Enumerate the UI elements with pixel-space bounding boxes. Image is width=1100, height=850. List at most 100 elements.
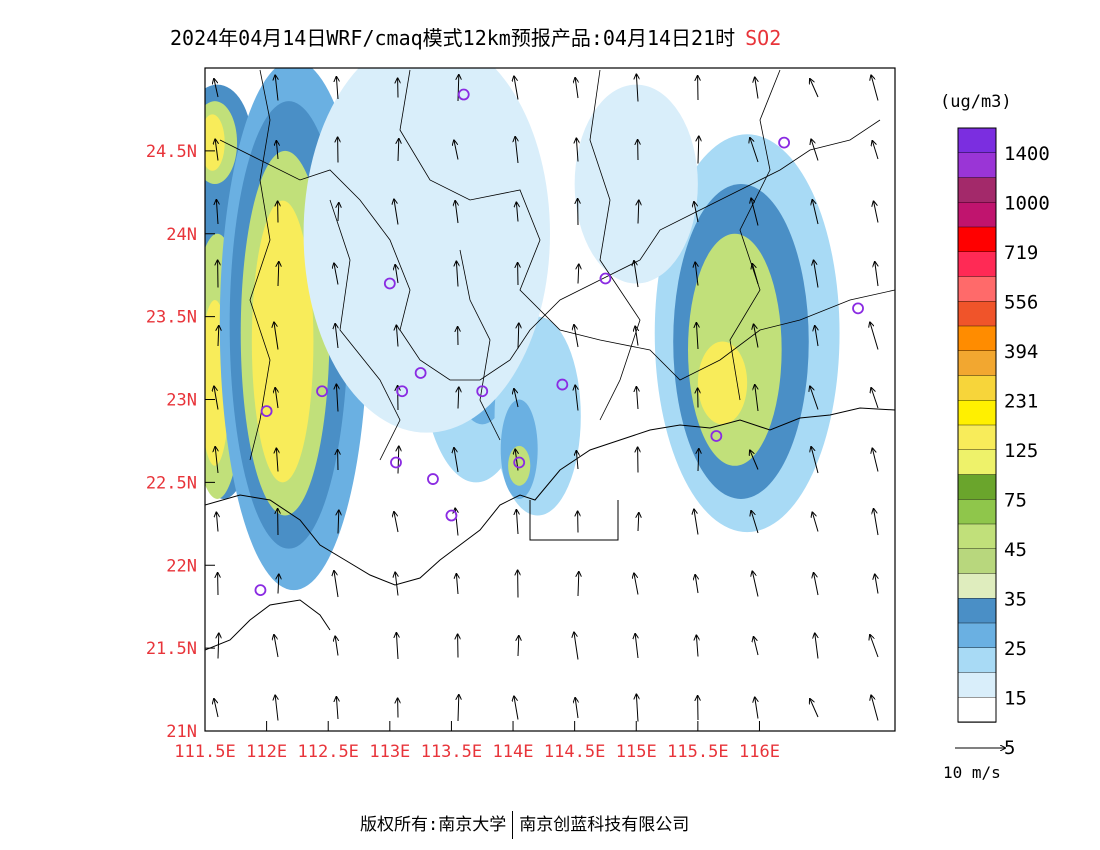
wind-arrow bbox=[395, 265, 398, 284]
coastline-borders bbox=[205, 69, 895, 651]
wind-arrow bbox=[336, 77, 338, 100]
wind-arrow bbox=[278, 262, 279, 287]
station-marker bbox=[457, 88, 470, 101]
colorbar: 1400 1000 719 556 394 231 125 75 45 35 25 15 5 bbox=[957, 127, 1050, 759]
wind-arrow bbox=[454, 141, 459, 160]
station-marker bbox=[390, 456, 402, 469]
title-species: SO2 bbox=[745, 26, 782, 50]
plume-contour bbox=[205, 114, 225, 171]
wind-arrow bbox=[218, 326, 219, 347]
colorbar-swatch bbox=[957, 276, 997, 302]
wind-arrow bbox=[575, 78, 578, 99]
station-marker bbox=[254, 584, 267, 597]
wind-arrow bbox=[755, 698, 758, 719]
colorbar-label: 125 bbox=[1004, 440, 1038, 462]
colorbar-label: 75 bbox=[1004, 489, 1027, 511]
wind-arrow bbox=[814, 261, 819, 288]
page-title: 2024年04月14日WRF/cmaq模式12km预报产品:04月14日21时 S… bbox=[170, 22, 781, 51]
wind-arrow bbox=[518, 324, 519, 349]
wind-arrow bbox=[278, 575, 279, 594]
wind-arrow bbox=[576, 139, 578, 162]
lon-tick-label: 113.5E bbox=[421, 742, 482, 762]
colorbar-label: 35 bbox=[1004, 588, 1027, 610]
wind-arrow bbox=[215, 140, 218, 161]
colorbar-swatch bbox=[957, 672, 997, 698]
colorbar-label: 45 bbox=[1004, 539, 1027, 561]
wind-arrow bbox=[335, 324, 338, 349]
lat-tick-label: 23.5N bbox=[146, 308, 197, 328]
station-marker bbox=[260, 405, 273, 418]
colorbar-swatch bbox=[957, 548, 997, 575]
wind-arrow bbox=[638, 201, 639, 224]
wind-arrow bbox=[275, 76, 278, 101]
wind-arrow bbox=[396, 326, 398, 347]
wind-arrow bbox=[394, 200, 399, 225]
wind-arrow bbox=[634, 574, 639, 595]
wind-arrow bbox=[335, 637, 338, 656]
wind-arrow bbox=[811, 140, 819, 161]
wind-arrow bbox=[871, 696, 879, 721]
station-marker bbox=[383, 277, 396, 290]
wind-arrow bbox=[455, 201, 458, 224]
wind-arrow bbox=[338, 203, 339, 222]
wind-arrow bbox=[875, 575, 878, 594]
wind-arrow bbox=[395, 573, 398, 596]
station-marker bbox=[710, 430, 723, 442]
wind-arrow bbox=[458, 75, 459, 102]
wind-arrow bbox=[458, 388, 459, 409]
lat-tick-label: 24N bbox=[166, 225, 197, 245]
lat-tick-label: 21.5N bbox=[146, 639, 197, 659]
wind-arrow bbox=[516, 510, 518, 535]
station-marker bbox=[556, 378, 569, 391]
wind-arrow bbox=[218, 634, 219, 659]
station-marker bbox=[476, 385, 489, 398]
wind-arrow bbox=[694, 202, 699, 223]
lon-tick-label: 115E bbox=[616, 742, 657, 762]
wind-arrow bbox=[274, 635, 279, 658]
wind-arrow bbox=[750, 451, 759, 470]
wind-arrow bbox=[875, 262, 879, 287]
lon-tick-label: 113E bbox=[369, 742, 410, 762]
wind-arrow bbox=[215, 447, 218, 474]
wind-arrow bbox=[638, 513, 639, 532]
wind-arrow bbox=[454, 448, 459, 473]
station-marker bbox=[599, 272, 612, 285]
wind-arrow bbox=[514, 77, 519, 100]
wind-arrow bbox=[752, 264, 759, 285]
colorbar-swatch bbox=[957, 573, 997, 599]
colorbar-swatch bbox=[957, 424, 997, 451]
colorbar-swatch bbox=[957, 251, 997, 278]
wind-arrow bbox=[810, 699, 819, 718]
lon-tick-label: 111.5E bbox=[174, 742, 235, 762]
wind-arrow bbox=[516, 203, 518, 222]
wind-arrow bbox=[578, 265, 579, 284]
lat-tick-label: 22N bbox=[166, 556, 197, 576]
wind-arrow bbox=[698, 449, 699, 472]
wind-arrow bbox=[518, 636, 519, 657]
station-marker bbox=[513, 456, 526, 469]
footer-separator bbox=[512, 811, 514, 839]
colorbar-label: 1000 bbox=[1004, 192, 1050, 214]
colorbar-label: 394 bbox=[1004, 341, 1038, 363]
wind-arrow bbox=[338, 511, 339, 534]
wind-arrow bbox=[274, 323, 279, 350]
colorbar-swatch bbox=[957, 325, 997, 352]
wind-arrow bbox=[811, 447, 819, 474]
colorbar-swatch bbox=[957, 598, 997, 624]
wind-arrow bbox=[214, 699, 219, 718]
wind-arrow bbox=[456, 262, 458, 287]
wind-vectors bbox=[214, 75, 878, 722]
wind-arrow bbox=[214, 79, 219, 98]
lon-tick-label: 116E bbox=[739, 742, 780, 762]
wind-arrow bbox=[870, 635, 879, 658]
wind-arrow bbox=[396, 633, 398, 660]
lon-tick-label: 114.5E bbox=[544, 742, 605, 762]
wind-arrow bbox=[398, 139, 399, 162]
colorbar-swatch bbox=[957, 697, 997, 723]
wind-arrow bbox=[696, 636, 698, 657]
wind-arrow bbox=[694, 510, 699, 535]
lat-tick-label: 24.5N bbox=[146, 142, 197, 162]
wind-arrow bbox=[578, 572, 579, 597]
lat-tick-label: 22.5N bbox=[146, 473, 197, 493]
wind-arrow bbox=[456, 574, 458, 595]
